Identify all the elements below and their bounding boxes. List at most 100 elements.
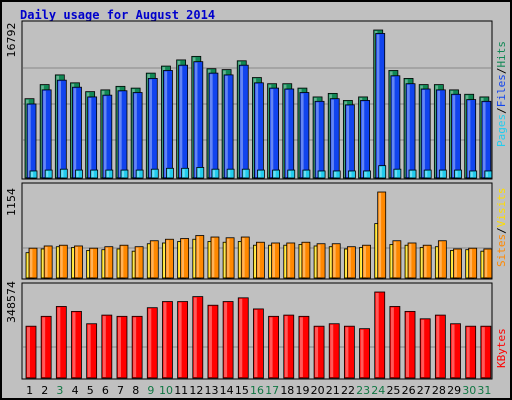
files-bar xyxy=(102,94,113,179)
sites-bar xyxy=(286,242,296,279)
pages-bar xyxy=(363,170,371,179)
sites-bar xyxy=(422,244,432,279)
legend-hits-files-pages: Pages/Files/Hits xyxy=(495,41,508,147)
files-bar xyxy=(360,100,370,179)
pages-bar xyxy=(317,170,326,179)
legend-entry: Hits xyxy=(495,41,508,68)
sites-bar xyxy=(28,247,38,279)
y-max-label-3: 348574 xyxy=(5,281,18,323)
day-label: 17 xyxy=(265,384,279,397)
sites-bar xyxy=(407,242,417,279)
day-label: 5 xyxy=(87,384,94,397)
kbytes-bar xyxy=(298,315,310,379)
kbytes-bar xyxy=(480,325,492,379)
kbytes-bar xyxy=(162,301,173,379)
kbytes-bar xyxy=(222,301,234,379)
kbytes-bar xyxy=(343,325,355,379)
pages-bar xyxy=(423,169,432,179)
pages-bar xyxy=(393,168,402,179)
files-bar xyxy=(344,104,355,179)
kbytes-bar xyxy=(465,325,477,379)
pages-bar xyxy=(454,169,462,179)
files-bar xyxy=(87,96,98,179)
day-label: 30 xyxy=(462,384,476,397)
files-bar xyxy=(56,79,67,179)
pages-bar xyxy=(211,168,220,179)
pages-bar xyxy=(181,167,190,179)
kbytes-bar xyxy=(450,323,461,379)
pages-bar xyxy=(438,169,447,179)
pages-bar xyxy=(347,170,356,179)
kbytes-bar xyxy=(25,325,37,379)
files-bar xyxy=(299,92,310,179)
kbytes-bar xyxy=(419,318,431,379)
pages-bar xyxy=(287,169,296,179)
sites-bar xyxy=(195,235,205,279)
files-bar xyxy=(117,90,128,179)
sites-bar xyxy=(43,245,53,279)
files-bar xyxy=(254,82,264,179)
files-bar xyxy=(314,100,325,179)
pages-bar xyxy=(90,169,99,179)
pages-bar xyxy=(332,170,341,179)
files-bar xyxy=(193,61,204,179)
day-label: 27 xyxy=(417,384,431,397)
kbytes-bar xyxy=(55,306,67,379)
files-bar xyxy=(284,88,295,179)
kbytes-bar xyxy=(283,314,295,379)
day-label: 6 xyxy=(102,384,109,397)
day-label: 26 xyxy=(402,384,416,397)
pages-bar xyxy=(241,168,250,179)
sites-bar xyxy=(104,246,114,279)
kbytes-bar xyxy=(268,315,279,379)
pages-bar xyxy=(408,169,417,179)
files-bar xyxy=(41,89,52,179)
pages-bar xyxy=(44,169,53,179)
sites-bar xyxy=(301,241,311,279)
y-max-label-2: 1154 xyxy=(5,188,18,216)
kbytes-bar xyxy=(146,307,158,379)
day-label: 12 xyxy=(189,384,203,397)
legend-entry: Files xyxy=(495,74,508,107)
kbytes-bar xyxy=(86,323,98,379)
kbytes-bar xyxy=(328,323,340,379)
sites-bar xyxy=(119,244,129,279)
pages-bar xyxy=(29,170,38,179)
kbytes-bar xyxy=(237,297,249,379)
day-label: 24 xyxy=(371,384,385,397)
sites-bar xyxy=(180,238,190,279)
legend-entry: KBytes xyxy=(495,328,508,368)
files-bar xyxy=(147,78,158,179)
sites-bar xyxy=(74,245,83,279)
kbytes-bar xyxy=(359,328,370,379)
sites-bar xyxy=(362,244,371,279)
legend-kbytes: KBytes xyxy=(495,328,508,368)
pages-bar xyxy=(166,167,174,179)
legend-entry: Pages xyxy=(495,114,508,147)
pages-bar xyxy=(469,170,478,179)
files-bar xyxy=(451,93,461,179)
files-bar xyxy=(223,74,234,179)
sites-bar xyxy=(316,243,326,279)
files-bar xyxy=(481,100,492,179)
day-label: 22 xyxy=(341,384,355,397)
files-bar xyxy=(163,70,173,179)
sites-bar xyxy=(392,240,402,279)
day-label: 14 xyxy=(220,384,234,397)
files-bar xyxy=(208,72,219,179)
kbytes-bar xyxy=(71,310,82,379)
pages-bar xyxy=(135,169,144,179)
files-bar xyxy=(329,98,340,179)
sites-bar xyxy=(149,240,159,279)
day-label: 1 xyxy=(26,384,33,397)
day-label: 16 xyxy=(250,384,264,397)
files-bar xyxy=(375,33,386,179)
kbytes-bar xyxy=(192,296,204,379)
sites-bar xyxy=(240,236,250,279)
pages-bar xyxy=(120,169,129,179)
sites-bar xyxy=(483,248,493,279)
pages-bar xyxy=(59,168,68,179)
day-label: 13 xyxy=(205,384,219,397)
